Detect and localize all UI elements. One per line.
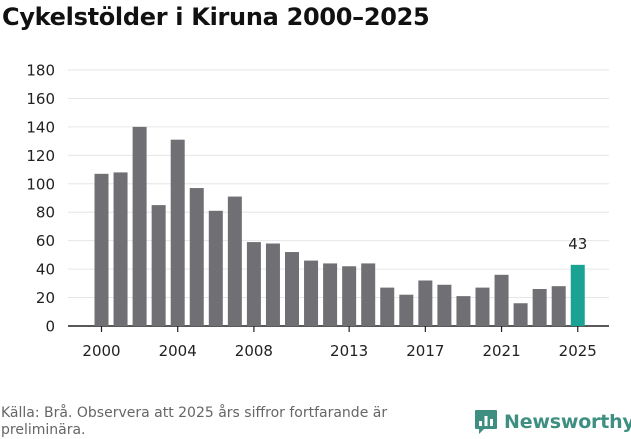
bar [132, 126, 147, 326]
bar [113, 172, 128, 326]
bar [380, 287, 395, 326]
bar [399, 294, 414, 326]
y-tick-label: 0 [45, 318, 55, 336]
source-note: Källa: Brå. Observera att 2025 års siffr… [1, 405, 388, 438]
y-tick-label: 140 [26, 118, 55, 136]
bar [513, 303, 528, 326]
x-tick-label: 2004 [159, 342, 197, 360]
x-tick-label: 2017 [406, 342, 444, 360]
bar [456, 296, 471, 326]
bar [551, 286, 566, 326]
y-tick-label: 160 [26, 90, 55, 108]
data-label: 43 [568, 235, 587, 253]
bar [475, 287, 490, 326]
bar [170, 139, 185, 326]
x-tick-label: 2008 [235, 342, 273, 360]
gridlines [68, 69, 609, 327]
bar [94, 173, 109, 326]
x-tick-label: 2025 [559, 342, 597, 360]
chart-title: Cykelstölder i Kiruna 2000–2025 [2, 3, 430, 31]
x-tick-label: 2013 [330, 342, 368, 360]
bar [437, 284, 452, 326]
bar-highlight [570, 264, 585, 326]
bar [494, 274, 509, 326]
annotations: 43 [568, 235, 587, 253]
bar [189, 188, 204, 326]
y-tick-label: 20 [36, 289, 55, 307]
y-tick-label: 120 [26, 147, 55, 165]
bar [418, 280, 433, 326]
bar [285, 252, 299, 326]
bar [323, 263, 338, 326]
bar [246, 242, 261, 326]
y-tick-label: 80 [36, 204, 55, 222]
y-tick-label: 100 [26, 175, 55, 193]
y-tick-label: 40 [36, 261, 55, 279]
x-tick-label: 2021 [482, 342, 520, 360]
bars [94, 126, 585, 326]
x-tick-label: 2000 [82, 342, 120, 360]
bar [361, 263, 376, 326]
bar [208, 210, 223, 326]
y-tick-label: 60 [36, 232, 55, 250]
bar [265, 243, 280, 326]
y-axis-tick-labels: 0 20 40 60 80 100 120 140 160 180 [26, 62, 55, 336]
x-axis-tick-labels: 2000 2004 2008 2013 2017 2021 2025 [82, 326, 597, 360]
newsworthy-logo-icon [475, 410, 497, 434]
bar [151, 205, 166, 326]
bar [342, 266, 357, 326]
bar [227, 196, 242, 326]
y-tick-label: 180 [26, 62, 55, 80]
bar [304, 260, 319, 326]
brand-name: Newsworthy [504, 411, 631, 433]
brand: Newsworthy [474, 409, 631, 435]
bar [532, 289, 547, 326]
